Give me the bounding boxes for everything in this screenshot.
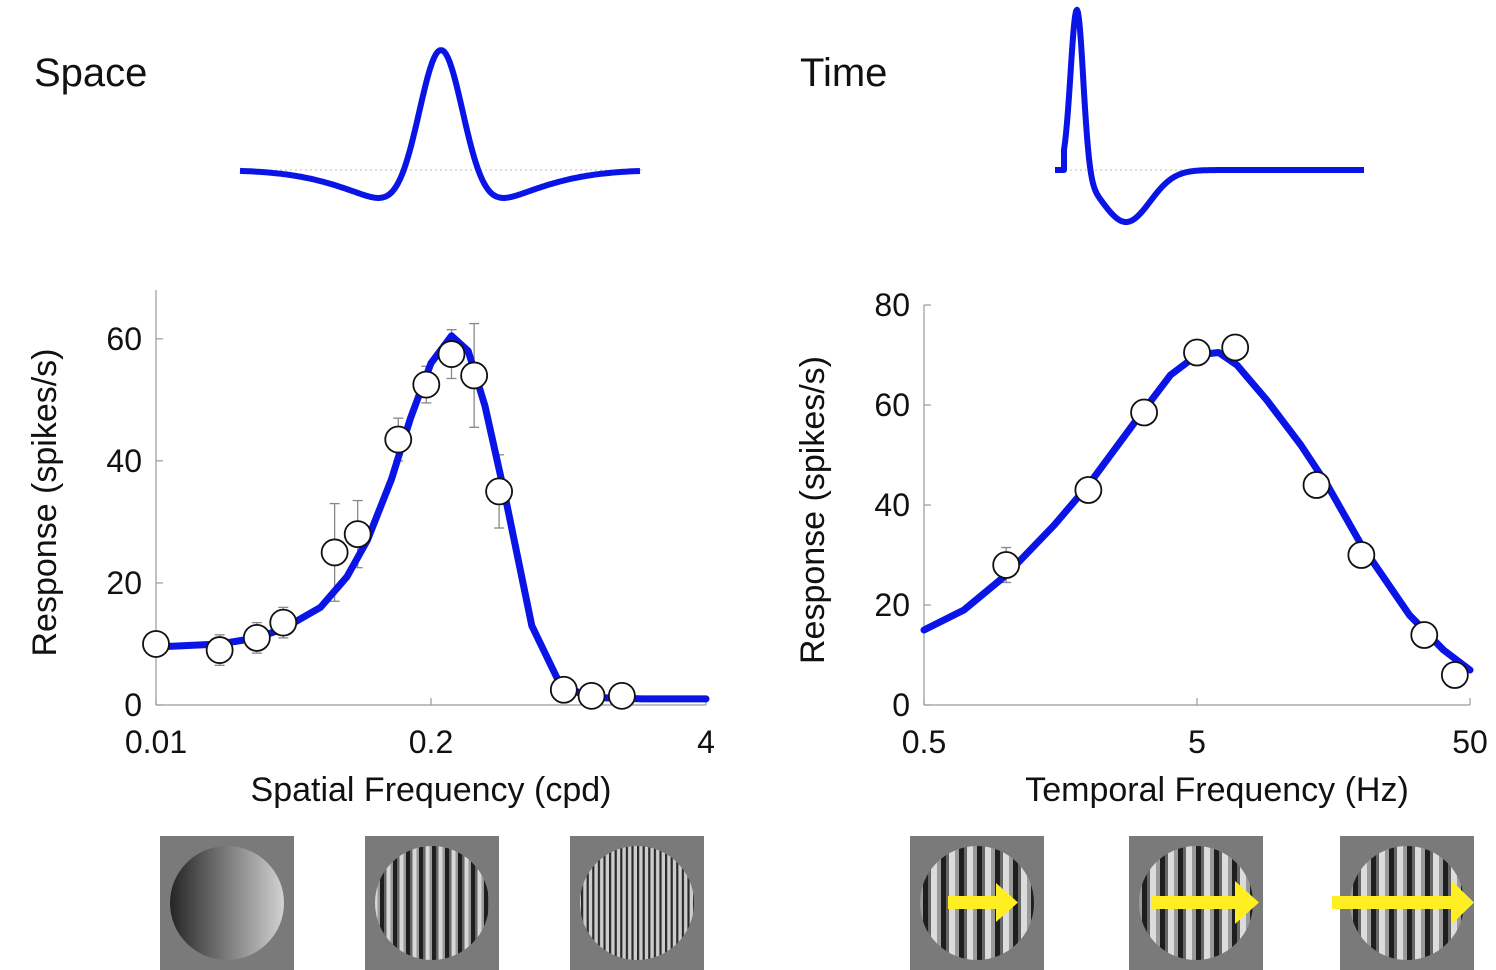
data-point: [460, 361, 489, 390]
stimulus-grating: [580, 846, 694, 960]
data-point: [343, 520, 372, 549]
data-point: [1302, 471, 1331, 499]
motion-arrow-icon: [948, 883, 1018, 922]
motion-arrow-icon: [1151, 881, 1259, 924]
data-point: [1183, 338, 1211, 367]
x-tick-label: 0.01: [125, 724, 187, 760]
data-point: [1074, 476, 1103, 504]
spatial-kernel-curve: [239, 47, 641, 201]
stimulus-grating: [375, 846, 489, 960]
x-tick-label: 50: [1452, 724, 1488, 760]
data-point: [412, 370, 441, 399]
x-tick-label: 0.2: [409, 724, 453, 760]
space-heading: Space: [34, 51, 147, 95]
y-tick-label: 20: [874, 587, 910, 623]
motion-arrow-icon: [1332, 881, 1474, 924]
spatial-stimuli: [160, 836, 704, 970]
x-tick-label: 5: [1188, 724, 1206, 760]
data-point: [1221, 333, 1250, 362]
data-point: [384, 425, 413, 454]
data-point: [1440, 661, 1469, 689]
data-point: [1347, 541, 1376, 569]
temporal-tuning-chart: 0 20 40 60 80 0.5 5 50 Temporal Frequency (Hz) Re…: [794, 287, 1488, 809]
stimulus-low-sf: [160, 836, 294, 970]
stimulus-high-sf: [570, 836, 704, 970]
data-point: [269, 608, 298, 637]
temporal-stimuli: [910, 836, 1474, 970]
stimulus-medium-drift: [1129, 836, 1263, 970]
data-point: [437, 340, 466, 368]
data-point: [485, 477, 514, 506]
data-point: [142, 630, 170, 658]
stimulus-mid-sf: [365, 836, 499, 970]
y-tick-label: 60: [106, 321, 142, 357]
data-point: [1130, 398, 1158, 427]
data-point: [549, 675, 578, 704]
y-tick-label: 60: [874, 387, 910, 423]
temporal-kernel-curve: [1055, 6, 1366, 225]
y-tick-label: 20: [106, 565, 142, 601]
temporal-kernel: [1055, 6, 1366, 225]
spatial-tuning-chart: 0 20 40 60 0.01 0.2 4 Spatial Frequency (cpd) Re…: [26, 290, 715, 809]
y-tick-label: 0: [124, 687, 142, 723]
x-tick-label: 4: [697, 724, 715, 760]
time-heading: Time: [800, 51, 887, 95]
data-point: [205, 636, 234, 664]
y-tick-label: 0: [892, 687, 910, 723]
data-point: [607, 681, 636, 710]
stimulus-fast-drift: [1332, 836, 1474, 970]
x-tick-label: 0.5: [902, 724, 946, 760]
data-point: [320, 538, 349, 567]
data-point: [577, 681, 606, 710]
data-point: [992, 551, 1021, 579]
temporal-x-axis-label: Temporal Frequency (Hz): [1025, 771, 1409, 809]
spatial-x-axis-label: Spatial Frequency (cpd): [251, 771, 612, 809]
data-point: [1410, 621, 1439, 649]
data-point: [242, 623, 271, 652]
stimulus-slow-drift: [910, 836, 1044, 970]
stimulus-grating: [170, 846, 284, 960]
temporal-y-axis-label: Response (spikes/s): [794, 356, 832, 664]
temporal-fit-line: [920, 349, 1474, 674]
y-tick-label: 40: [106, 443, 142, 479]
y-tick-label: 80: [874, 287, 910, 323]
spatial-y-axis-label: Response (spikes/s): [26, 348, 64, 656]
y-tick-label: 40: [874, 487, 910, 523]
spatial-kernel: [239, 47, 642, 201]
